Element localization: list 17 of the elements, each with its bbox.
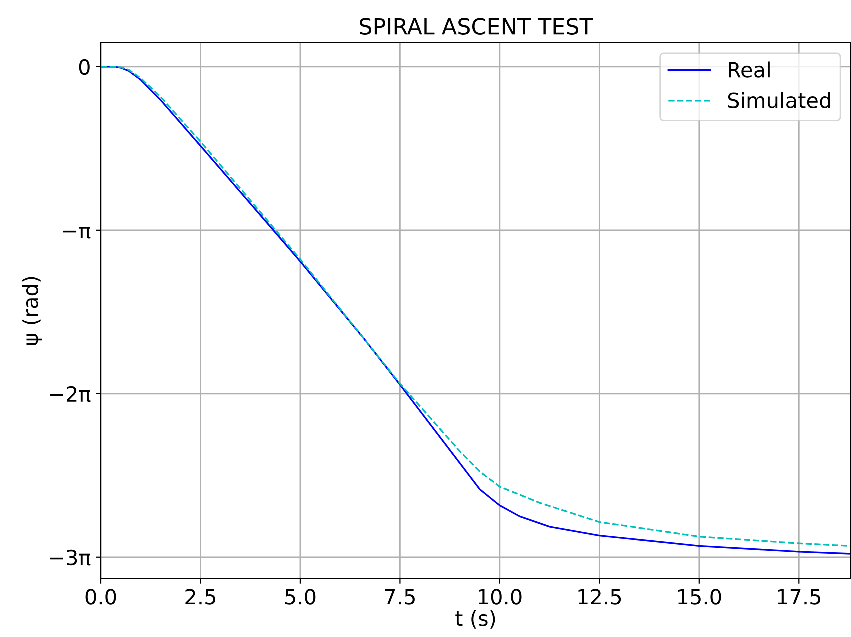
x-tick-label: 10.0	[479, 589, 522, 605]
legend-label: Real	[729, 62, 770, 78]
y-axis-title: ψ (rad)	[22, 277, 42, 346]
y-tick-label: −3π	[50, 550, 91, 566]
y-tick-label: −2π	[50, 386, 91, 402]
x-tick-label: 12.5	[578, 589, 622, 605]
chart-title: SPIRAL ASCENT TEST	[360, 18, 594, 35]
x-tick-label: 0.0	[86, 589, 116, 605]
x-axis-title: t (s)	[456, 610, 496, 629]
x-tick-label: 5.0	[286, 589, 316, 605]
y-tick-label: −π	[63, 226, 91, 239]
x-tick-label: 17.5	[778, 589, 821, 605]
x-tick-label: 2.5	[186, 589, 216, 605]
x-tick-label: 15.0	[678, 589, 722, 605]
legend-label: Simulated	[728, 92, 830, 108]
x-tick-label: 7.5	[385, 589, 415, 605]
y-tick-label: 0	[79, 59, 90, 76]
